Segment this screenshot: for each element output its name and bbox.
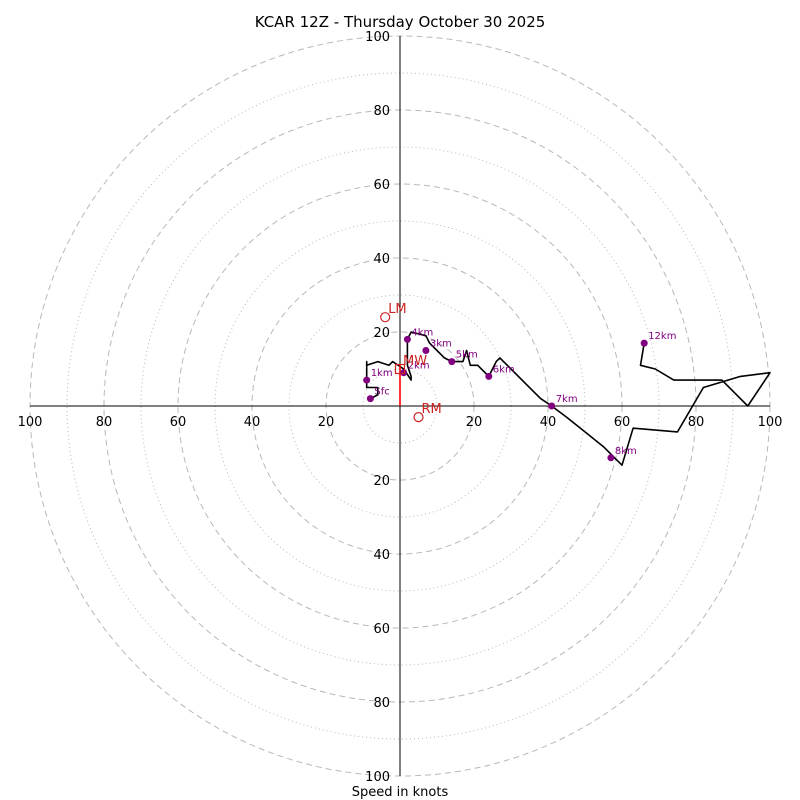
height-label-5km: 5km	[456, 350, 478, 361]
tick-label-right-0: 20	[466, 415, 483, 430]
tick-label-top-2: 60	[373, 178, 390, 193]
height-label-4km: 4km	[411, 327, 433, 338]
tick-label-left-1: 80	[96, 415, 113, 430]
height-marker-4km	[403, 335, 411, 343]
tick-label-top-4: 20	[373, 326, 390, 341]
height-label-8km: 8km	[615, 446, 637, 457]
height-marker-8km	[607, 454, 615, 462]
tick-label-left-3: 40	[244, 415, 261, 430]
height-marker-12km	[640, 339, 648, 347]
height-label-7km: 7km	[556, 394, 578, 405]
height-marker-1km	[363, 376, 371, 384]
wind-trace	[365, 331, 771, 467]
tick-label-right-3: 80	[688, 415, 705, 430]
tick-label-left-0: 100	[18, 415, 43, 430]
motion-marker-MW	[394, 363, 406, 375]
tick-label-left-2: 60	[170, 415, 187, 430]
height-label-3km: 3km	[430, 339, 452, 350]
height-marker-2km	[400, 369, 408, 377]
height-marker-7km	[548, 402, 556, 410]
tick-label-right-2: 60	[614, 415, 631, 430]
hodograph-line	[365, 331, 771, 467]
tick-label-bottom-3: 80	[373, 696, 390, 711]
tick-label-right-1: 40	[540, 415, 557, 430]
chart-title: KCAR 12Z - Thursday October 30 2025	[255, 13, 546, 31]
height-label-2km: 2km	[408, 361, 430, 372]
height-marker-6km	[485, 372, 493, 380]
tick-label-left-4: 20	[318, 415, 335, 430]
tick-label-top-0: 100	[365, 30, 390, 45]
x-axis-label: Speed in knots	[352, 785, 449, 800]
motion-label-MW: MW	[403, 354, 427, 369]
tick-label-bottom-2: 60	[373, 622, 390, 637]
tick-label-right-4: 100	[758, 415, 783, 430]
tick-label-bottom-1: 40	[373, 548, 390, 563]
height-label-6km: 6km	[493, 364, 515, 375]
motion-marker-RM	[413, 412, 424, 423]
height-marker-3km	[422, 347, 430, 354]
tick-label-bottom-4: 100	[365, 770, 390, 785]
storm-motion-markers: LM MW RM	[380, 302, 442, 423]
motion-label-RM: RM	[422, 402, 442, 417]
height-label-1km: 1km	[371, 368, 393, 379]
tick-label-bottom-0: 20	[373, 474, 390, 489]
motion-marker-LM	[380, 312, 391, 323]
height-label-12km: 12km	[648, 331, 676, 342]
height-marker-5km	[448, 358, 456, 366]
height-marker-Sfc	[366, 395, 374, 403]
tick-labels: 100 80 60 40 20 20 40 60 80 100 100 80 60 40 20 20 40 60 8…	[18, 30, 783, 785]
height-label-Sfc: Sfc	[374, 387, 389, 398]
motion-label-LM: LM	[388, 302, 406, 317]
tick-label-top-3: 40	[373, 252, 390, 267]
tick-label-top-1: 80	[373, 104, 390, 119]
